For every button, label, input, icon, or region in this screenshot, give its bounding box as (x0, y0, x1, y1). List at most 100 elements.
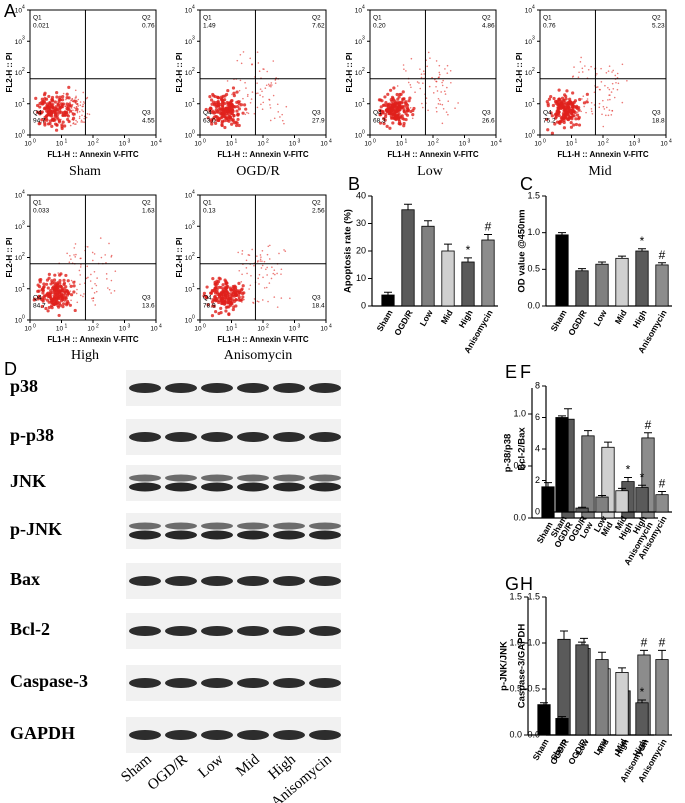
event-dot (110, 256, 113, 258)
y-tick-label: 2 (535, 475, 540, 485)
event-dot (107, 287, 109, 289)
x-tick-exponent: 3 (468, 138, 471, 144)
blot-band (129, 522, 161, 530)
quadrant-name: Q4 (33, 295, 42, 302)
event-dot (410, 86, 412, 89)
event-dot (54, 128, 59, 132)
event-dot (75, 106, 78, 108)
event-dot (57, 313, 61, 318)
significance-mark: * (640, 685, 645, 699)
quadrant-name: Q1 (543, 15, 552, 22)
event-dot (575, 106, 579, 110)
event-dot (257, 260, 259, 262)
event-dot (608, 109, 611, 111)
event-dot (418, 82, 420, 84)
quadrant-name: Q3 (142, 295, 151, 302)
event-dot (256, 82, 258, 84)
event-dot (64, 105, 66, 107)
event-dot (575, 113, 580, 117)
y-tick-exponent: 0 (192, 314, 195, 320)
event-dot (61, 120, 65, 124)
event-dot (435, 106, 438, 109)
lane-label: Mid (233, 751, 263, 780)
y-tick-label: 10 (185, 318, 193, 325)
event-dot (74, 89, 77, 92)
event-dot (251, 91, 254, 93)
y-tick-exponent: 4 (22, 189, 25, 195)
blot-band (201, 678, 233, 688)
blot-band (309, 432, 341, 442)
event-dot (217, 285, 221, 289)
blot-band (309, 474, 341, 482)
event-dot (257, 301, 260, 303)
event-dot (80, 257, 82, 260)
event-dot (232, 91, 236, 95)
x-tick-label: 10 (150, 326, 158, 333)
quadrant-value: 0.20 (373, 23, 386, 30)
event-dot (72, 109, 74, 112)
event-dot (40, 118, 44, 122)
event-dot (218, 277, 222, 281)
event-dot (437, 103, 440, 105)
event-dot (241, 250, 244, 252)
event-dot (57, 120, 61, 124)
blot-band (309, 522, 341, 530)
x-tick-label: 10 (194, 326, 202, 333)
event-dot (234, 123, 239, 128)
bar (541, 486, 555, 519)
event-dot (212, 103, 217, 107)
error-bar (640, 649, 648, 655)
event-dot (244, 81, 246, 84)
event-dot (558, 97, 562, 102)
error-bar (384, 291, 392, 295)
y-tick-label: 0 (361, 300, 366, 310)
quadrant-value: 78.9 (203, 303, 216, 310)
quadrant-name: Q2 (142, 200, 151, 207)
quadrant-value: 0.76 (543, 23, 556, 30)
event-dot (110, 292, 112, 294)
y-tick-label: 10 (185, 193, 193, 200)
event-dot (218, 298, 222, 303)
error-bar (598, 494, 606, 498)
event-dot (41, 286, 46, 290)
event-dot (71, 103, 74, 106)
x-tick-exponent: 1 (235, 323, 238, 329)
blot-band (201, 576, 233, 586)
event-dot (86, 265, 89, 268)
event-dot (59, 104, 64, 109)
event-dot (212, 111, 216, 115)
event-dot (408, 96, 412, 100)
event-dot (580, 110, 582, 113)
event-dot (557, 88, 561, 92)
y-tick-label: 10 (15, 70, 23, 77)
event-dot (600, 81, 603, 83)
quadrant-name: Q2 (142, 15, 151, 22)
event-dot (237, 281, 241, 285)
event-dot (382, 103, 386, 107)
blot-band (165, 626, 197, 636)
blot-band (165, 383, 197, 393)
y-tick-label: 10 (355, 133, 363, 140)
error-bar (560, 630, 568, 640)
blot-band (201, 530, 233, 540)
y-tick-label: 10 (355, 70, 363, 77)
error-bar (638, 699, 646, 703)
x-tick-exponent: 2 (96, 323, 99, 329)
event-dot (219, 112, 223, 116)
event-dot (37, 285, 42, 289)
event-dot (405, 103, 410, 107)
event-dot (76, 100, 78, 103)
bar (461, 261, 475, 307)
event-dot (34, 96, 38, 100)
x-axis-label: FL1-H :: Annexin V-FITC (47, 150, 138, 159)
event-dot (56, 300, 60, 305)
event-dot (91, 251, 94, 254)
event-dot (100, 256, 103, 259)
significance-mark: # (641, 636, 648, 650)
blot-band (237, 522, 269, 530)
event-dot (242, 97, 244, 100)
event-dot (78, 117, 81, 120)
event-dot (212, 115, 216, 119)
event-dot (585, 92, 589, 96)
blot-band (165, 432, 197, 442)
